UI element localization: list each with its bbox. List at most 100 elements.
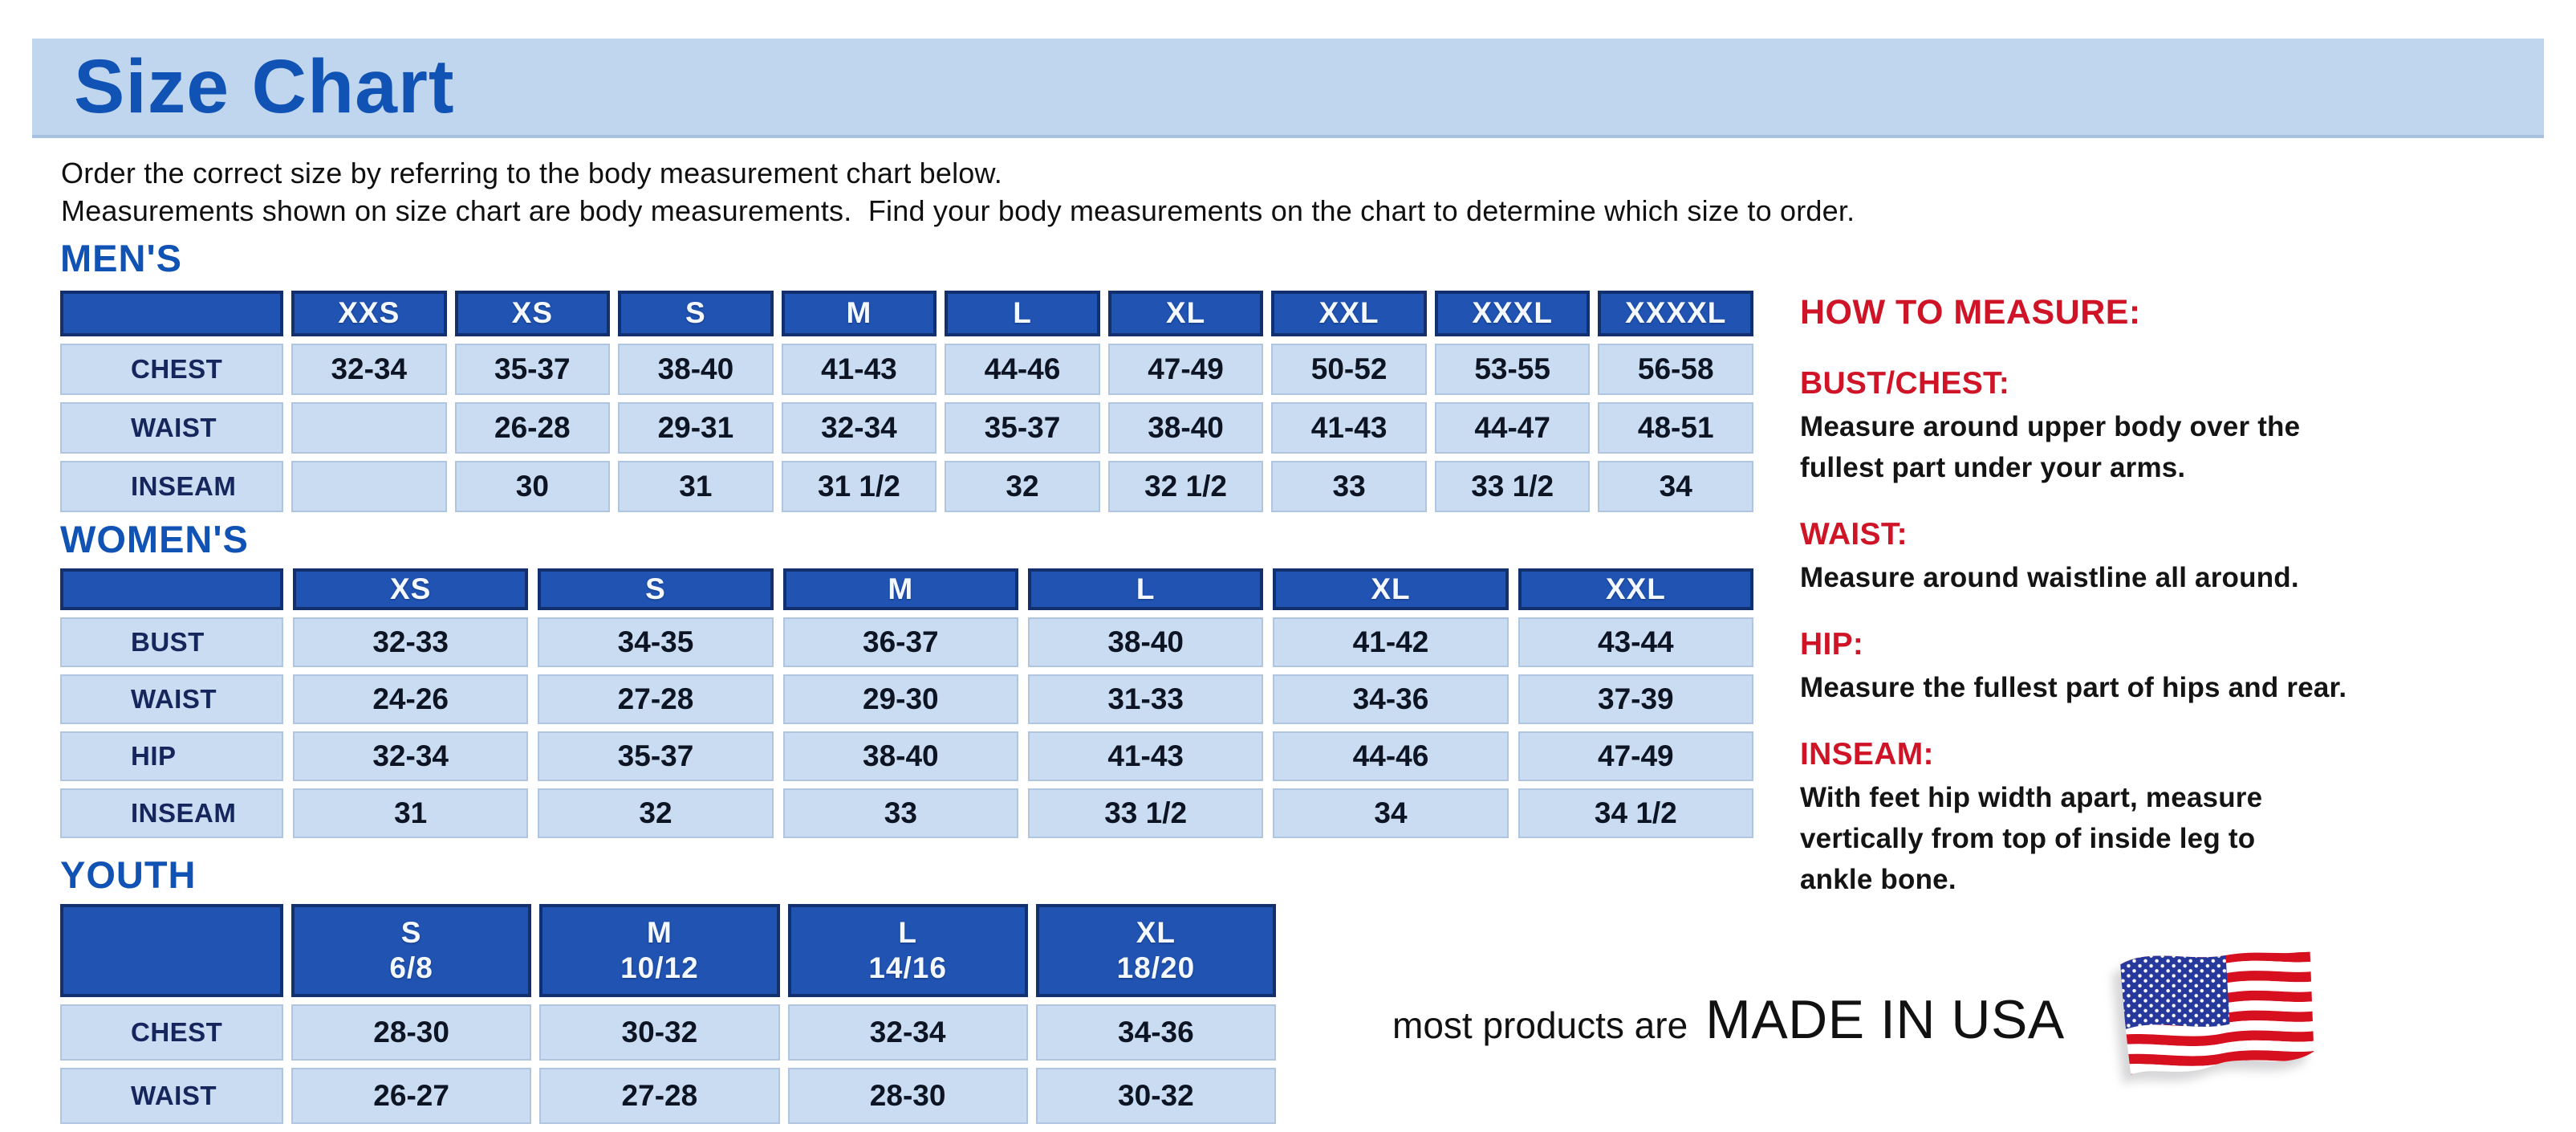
measure-text-line: Measure around upper body over the [1800, 411, 2301, 442]
size-value-cell: 31 [618, 461, 774, 512]
youth-table: S 6/8 M 10/12 L 14/16 XL 18/20 CHEST 28-30 30-32 32… [60, 904, 1276, 1124]
size-value-cell: 36-37 [782, 617, 1018, 667]
size-value-cell: 41-43 [1271, 402, 1427, 454]
size-value-cell: 41-43 [1028, 731, 1264, 781]
intro-text: Order the correct size by referring to t… [61, 154, 2509, 230]
size-value-cell: 34-36 [1273, 674, 1509, 724]
how-to-measure-panel: HOW TO MEASURE: BUST/CHEST: Measure aroun… [1800, 293, 2490, 900]
size-value-cell: 44-46 [1273, 731, 1509, 781]
size-value-cell: 38-40 [618, 344, 774, 395]
size-value-cell: 44-46 [945, 344, 1100, 395]
size-value-cell [291, 461, 447, 512]
size-value-cell: 47-49 [1518, 731, 1753, 781]
table-corner-cell [60, 291, 283, 336]
title-banner: Size Chart [32, 39, 2544, 138]
size-value-cell: 26-28 [454, 402, 611, 454]
row-label-cell: WAIST [60, 1068, 283, 1124]
size-value-cell: 31 1/2 [781, 461, 937, 512]
size-value-cell: 47-49 [1107, 344, 1264, 395]
size-value-cell: 32-34 [787, 1004, 1028, 1061]
size-header-cell: XXL [1518, 568, 1753, 610]
how-to-measure-heading: HOW TO MEASURE: [1800, 293, 2141, 332]
size-value-cell: 48-51 [1598, 402, 1753, 454]
us-flag-icon [2112, 948, 2314, 1085]
size-header-cell: XXS [291, 291, 447, 336]
intro-line-2: Measurements shown on size chart are bod… [61, 194, 1855, 227]
measure-text-line: vertically from top of inside leg to [1800, 823, 2256, 854]
size-header-cell: XL 18/20 [1035, 904, 1276, 997]
size-value-cell: 37-39 [1518, 674, 1753, 724]
size-value-cell: 30-32 [1035, 1068, 1276, 1124]
intro-line-1: Order the correct size by referring to t… [61, 157, 1002, 189]
measure-section-text: Measure the fullest part of hips and rea… [1800, 667, 2490, 708]
size-value-cell: 32 1/2 [1107, 461, 1264, 512]
made-in-usa-prefix: most products are [1392, 1004, 1688, 1046]
size-header-cell: XS [454, 291, 611, 336]
size-value-cell: 41-42 [1273, 617, 1509, 667]
page-title: Size Chart [74, 44, 455, 129]
measure-text-line: With feet hip width apart, measure [1800, 782, 2263, 813]
size-value-cell: 31 [293, 788, 529, 838]
size-value-cell: 28-30 [291, 1004, 532, 1061]
size-header-cell: XL [1273, 568, 1509, 610]
row-label-cell: INSEAM [60, 461, 283, 512]
size-value-cell: 28-30 [787, 1068, 1028, 1124]
size-value-cell: 38-40 [782, 731, 1018, 781]
size-value-cell: 29-30 [782, 674, 1018, 724]
size-value-cell: 33 [1271, 461, 1427, 512]
size-value-cell: 32-34 [291, 344, 447, 395]
measure-section-text: Measure around waistline all around. [1800, 557, 2490, 598]
youth-section: YOUTH S 6/8 M 10/12 L 14/16 XL 18/20 CHEST 28-30 3… [60, 854, 1761, 1124]
size-header-cell: M [782, 568, 1018, 610]
row-label-cell: INSEAM [60, 788, 283, 838]
measure-text-line: ankle bone. [1800, 864, 1956, 895]
size-value-cell: 32-33 [293, 617, 529, 667]
size-value-cell: 33 1/2 [1434, 461, 1591, 512]
youth-heading: YOUTH [60, 853, 197, 896]
size-header-cell: XXL [1271, 291, 1427, 336]
size-header-cell: L [945, 291, 1100, 336]
row-label-cell: WAIST [60, 674, 283, 724]
womens-heading: WOMEN'S [60, 518, 249, 560]
size-value-cell: 30 [454, 461, 611, 512]
size-value-cell: 43-44 [1518, 617, 1753, 667]
size-header-cell: XXXL [1434, 291, 1591, 336]
measure-section-label: WAIST: [1800, 517, 1908, 552]
row-label-cell: CHEST [60, 344, 283, 395]
measure-text-line: fullest part under your arms. [1800, 452, 2186, 483]
size-value-cell: 32 [945, 461, 1100, 512]
size-header-cell: XL [1107, 291, 1264, 336]
row-label-cell: HIP [60, 731, 283, 781]
measure-section-label: BUST/CHEST: [1800, 366, 2010, 401]
measure-text-line: Measure around waistline all around. [1800, 562, 2299, 593]
size-header-cell: XXXXL [1598, 291, 1753, 336]
size-value-cell: 33 1/2 [1028, 788, 1264, 838]
size-value-cell: 34-36 [1035, 1004, 1276, 1061]
measure-section-text: Measure around upper body over the fulles… [1800, 406, 2490, 488]
size-value-cell: 38-40 [1028, 617, 1264, 667]
size-value-cell: 30-32 [539, 1004, 780, 1061]
mens-section: MEN'S XXS XS S M L XL XXL XXXL XXXXL CHEST 32-34 35… [60, 238, 1761, 512]
size-value-cell: 34-35 [538, 617, 774, 667]
how-to-measure-sections: BUST/CHEST: Measure around upper body ove… [1800, 366, 2490, 900]
size-value-cell: 35-37 [945, 402, 1100, 454]
size-value-cell: 34 [1598, 461, 1753, 512]
measure-section-text: With feet hip width apart, measure vertic… [1800, 777, 2490, 900]
size-value-cell: 27-28 [538, 674, 774, 724]
size-value-cell: 35-37 [538, 731, 774, 781]
size-header-cell: L 14/16 [787, 904, 1028, 997]
size-header-cell: L [1028, 568, 1264, 610]
size-value-cell: 31-33 [1028, 674, 1264, 724]
size-header-cell: M 10/12 [539, 904, 780, 997]
row-label-cell: BUST [60, 617, 283, 667]
mens-heading: MEN'S [60, 237, 182, 279]
size-value-cell: 32-34 [781, 402, 937, 454]
size-header-cell: M [781, 291, 937, 336]
size-header-cell: S [538, 568, 774, 610]
size-value-cell: 24-26 [293, 674, 529, 724]
size-value-cell: 34 [1273, 788, 1509, 838]
size-value-cell: 33 [782, 788, 1018, 838]
womens-section: WOMEN'S XS S M L XL XXL BUST 32-33 34-35 36-37 38-… [60, 519, 1761, 838]
size-value-cell: 44-47 [1434, 402, 1591, 454]
size-header-cell: S [618, 291, 774, 336]
